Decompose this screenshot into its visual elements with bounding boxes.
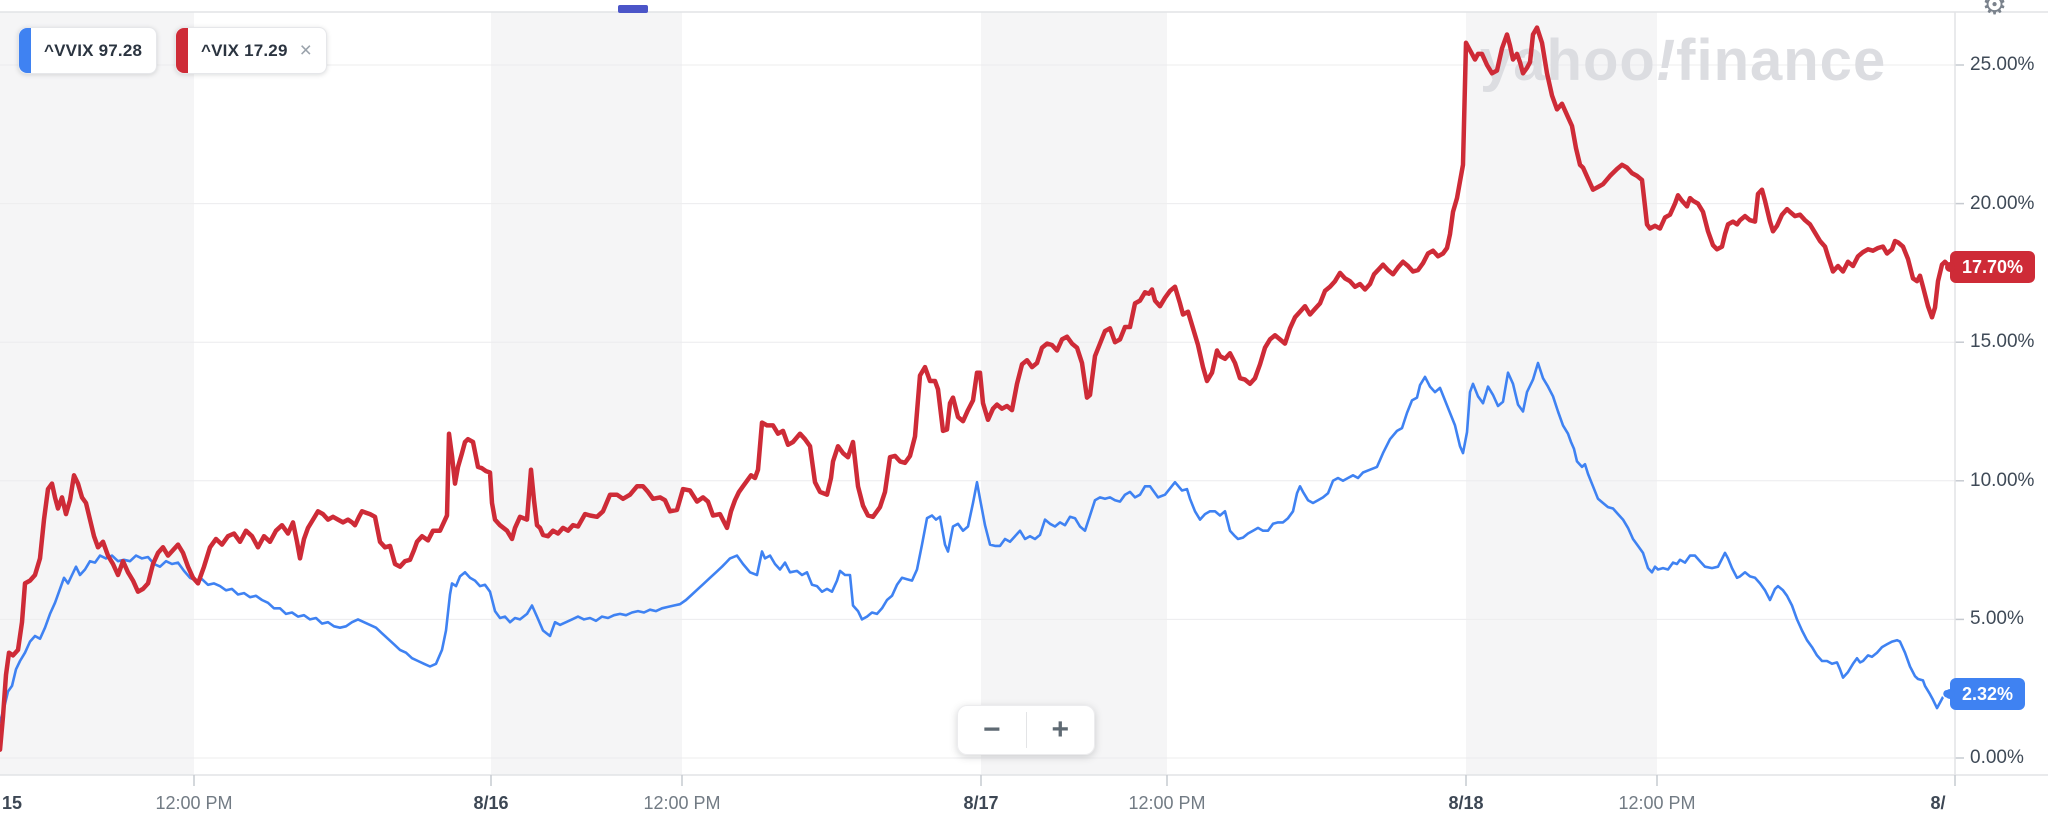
session-band [0,12,194,775]
y-axis-label: 15.00% [1970,331,2035,353]
scroll-indicator[interactable] [618,5,648,13]
legend-chip-vix[interactable]: ^VIX 17.29 × [175,27,327,74]
y-axis-label: 20.00% [1970,192,2035,214]
session-band [491,12,682,775]
x-axis-label: 8/ [1930,793,1946,813]
yahoo-finance-watermark: yahoo!finance [1480,28,1886,93]
y-axis-label: 5.00% [1970,608,2024,630]
legend-label-vix: ^VIX 17.29 [201,40,288,60]
close-icon[interactable]: × [299,39,312,62]
session-band [1466,12,1657,775]
x-axis-label: 12:00 PM [155,793,233,813]
x-axis-label: 8/18 [1448,793,1484,813]
last-price-badge: 2.32% [1945,677,2026,710]
zoom-divider [1025,712,1027,748]
x-axis-label: 15 [1,793,23,813]
vvix-color-swatch [19,28,31,73]
gear-icon[interactable]: ⚙ [1982,0,2008,20]
legend-chip-vvix[interactable]: ^VVIX 97.28 [18,27,158,74]
x-axis-label: 12:00 PM [1128,793,1206,813]
series-line-vvix [0,361,1949,724]
x-axis-label: 12:00 PM [643,793,721,813]
x-axis-label: 8/16 [473,793,509,813]
zoom-out-button[interactable]: − [958,706,1026,754]
zoom-controls: − + [957,705,1095,755]
vix-color-swatch [176,28,188,73]
badge-notch [1945,688,1955,699]
y-axis-label: 25.00% [1970,54,2035,75]
legend-label-vvix: ^VVIX 97.28 [44,40,143,60]
x-axis-label: 12:00 PM [1618,793,1696,813]
y-axis-label: 10.00% [1970,469,2035,491]
zoom-in-button[interactable]: + [1027,706,1095,754]
y-axis-label: 0.00% [1970,747,2024,768]
x-axis-label: 8/17 [963,793,999,813]
badge-notch [1945,262,1955,273]
series-line-vix [0,25,1956,752]
session-band [981,12,1167,775]
last-price-badge: 17.70% [1945,251,2036,284]
